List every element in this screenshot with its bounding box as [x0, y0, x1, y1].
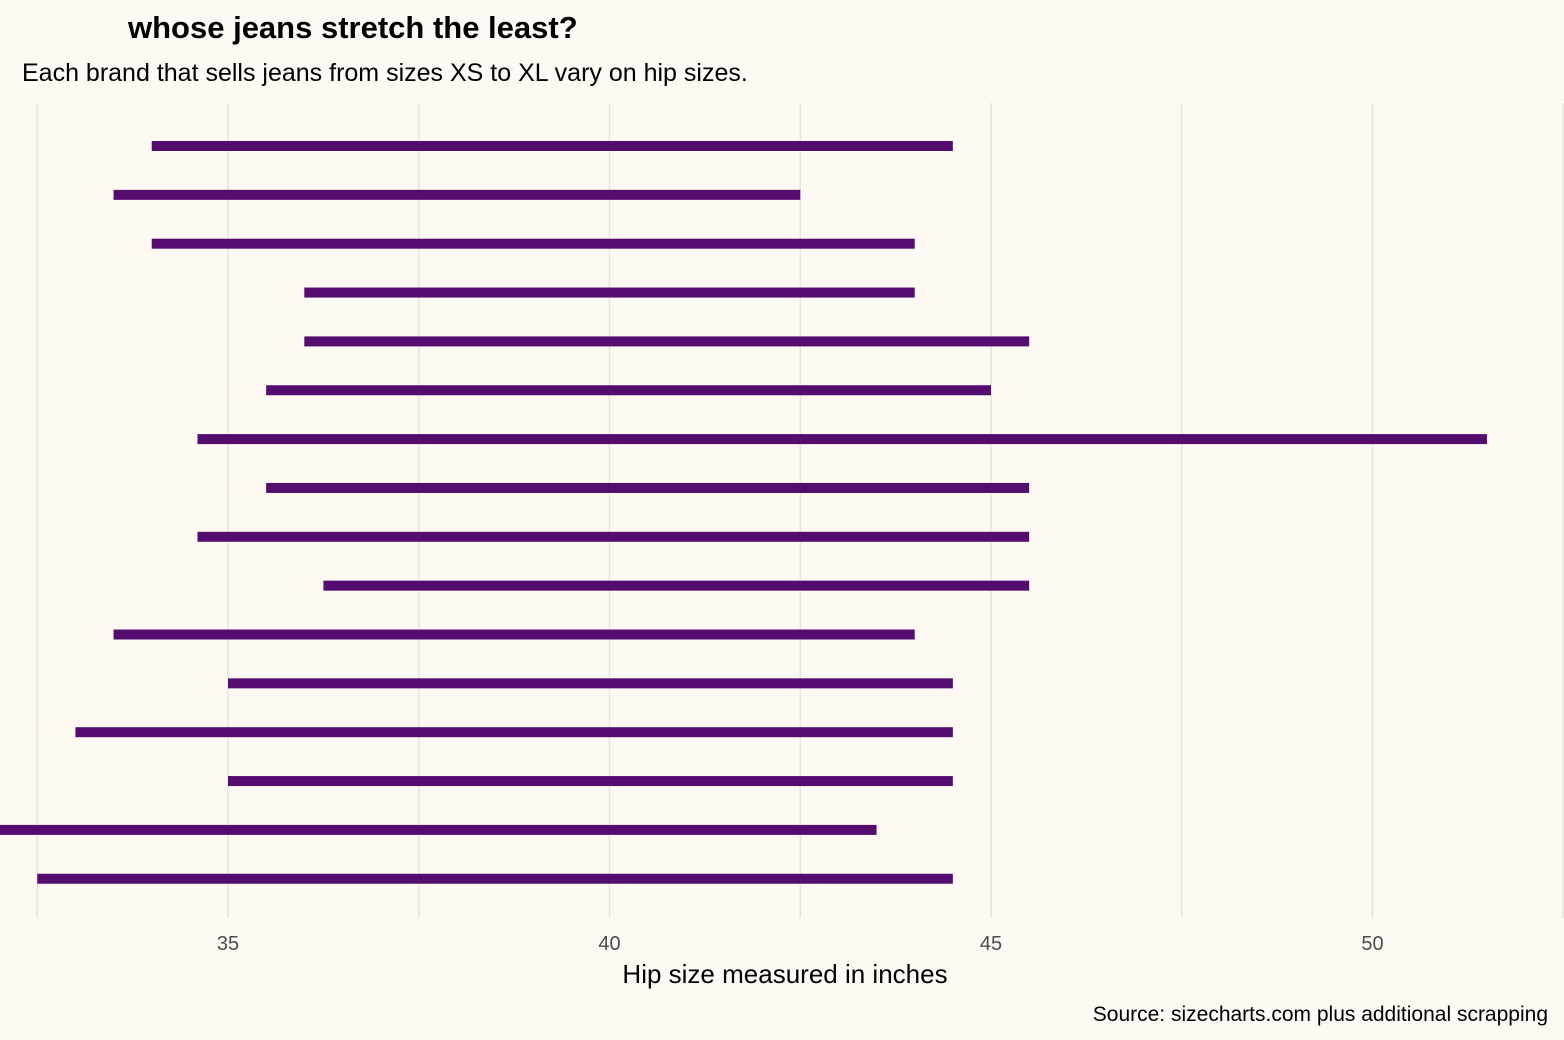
range-bar — [304, 336, 1030, 347]
bar-layer — [0, 141, 1487, 884]
range-bar — [228, 776, 953, 787]
range-bar — [266, 482, 1030, 493]
range-bar — [113, 189, 801, 200]
range-bar — [197, 434, 1487, 445]
range-bar — [0, 824, 877, 835]
range-bar — [304, 287, 915, 298]
x-axis-title: Hip size measured in inches — [622, 959, 947, 989]
x-tick-label: 40 — [598, 933, 620, 955]
x-tick-label: 35 — [217, 933, 239, 955]
x-tick-label: 45 — [980, 933, 1002, 955]
range-bar — [323, 580, 1030, 591]
chart-caption: Source: sizecharts.com plus additional s… — [1093, 1003, 1548, 1026]
range-bar — [151, 238, 915, 249]
x-tick-label: 50 — [1361, 933, 1383, 955]
range-bar — [197, 531, 1030, 542]
range-bar — [228, 678, 953, 689]
range-bar — [37, 873, 953, 884]
range-bar — [113, 629, 915, 640]
chart-subtitle: Each brand that sells jeans from sizes X… — [22, 59, 748, 87]
range-bar — [151, 141, 953, 151]
range-bar — [266, 385, 992, 396]
grid-layer — [36, 103, 1564, 918]
chart-title: whose jeans stretch the least? — [128, 10, 578, 45]
tick-layer: 35 40 45 50 — [217, 933, 1384, 955]
range-bar — [75, 727, 953, 738]
